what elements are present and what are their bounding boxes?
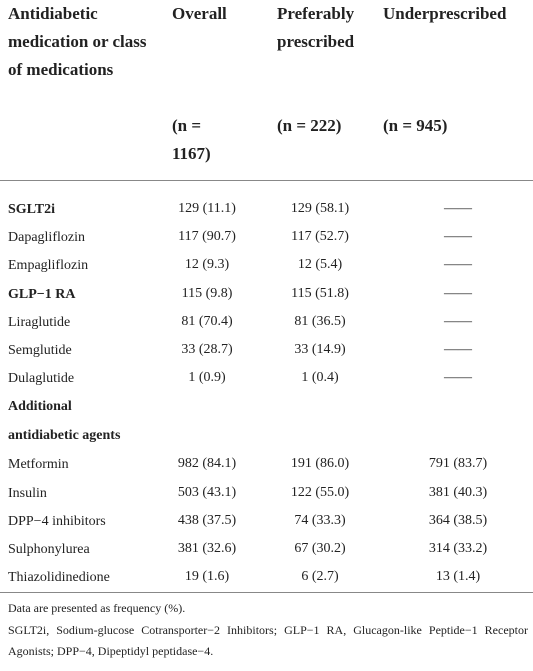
- cell-value: 503 (43.1): [177, 484, 237, 500]
- cell-value: 191 (86.0): [290, 456, 350, 472]
- cell-value: 13 (1.4): [435, 569, 481, 585]
- cell-value: ——: [444, 342, 472, 357]
- cell-value: 438 (37.5): [177, 512, 237, 528]
- row-label: Empagliflozin: [8, 258, 89, 274]
- cell-value: 381 (32.6): [177, 541, 237, 556]
- cell-value: 115 (9.8): [181, 285, 233, 301]
- column-header: Overall: [172, 4, 227, 23]
- cell-value: 33 (14.9): [294, 342, 346, 357]
- header-rule: [0, 180, 533, 181]
- cell-value: 791 (83.7): [428, 456, 488, 472]
- cell-value: 33 (28.7): [181, 342, 233, 357]
- cell-value: 122 (55.0): [290, 484, 350, 500]
- row-label: GLP−1 RA: [8, 286, 76, 302]
- cell-value: 81 (70.4): [181, 313, 233, 329]
- cell-value: 129 (58.1): [290, 201, 350, 216]
- cell-value: 314 (33.2): [428, 541, 488, 556]
- row-label: Sulphonylurea: [8, 542, 90, 557]
- cell-value: 81 (36.5): [294, 313, 346, 329]
- row-label: Additional antidiabetic agents: [8, 399, 121, 444]
- cell-value: 12 (5.4): [297, 257, 343, 273]
- cell-value: 117 (90.7): [178, 229, 236, 245]
- cell-value: 6 (2.7): [301, 569, 339, 585]
- cell-value: 117 (52.7): [291, 229, 349, 245]
- footnote: SGLT2i, Sodium-glucose Cotransporter−2 I…: [8, 623, 528, 658]
- cell-value: ——: [444, 229, 472, 245]
- footnote: Data are presented as frequency (%).: [8, 601, 186, 615]
- cell-value: 67 (30.2): [294, 541, 346, 556]
- row-label: Thiazolidinedione: [8, 570, 110, 586]
- cell-value: 1 (0.9): [188, 370, 226, 386]
- cell-value: 381 (40.3): [428, 484, 488, 500]
- column-header: Preferably prescribed: [277, 4, 355, 51]
- cell-value: ——: [444, 285, 472, 301]
- row-label: Metformin: [8, 457, 69, 473]
- sample-size: (n = 945): [383, 116, 448, 135]
- cell-value: 1 (0.4): [301, 370, 339, 386]
- row-label: Liraglutide: [8, 314, 71, 330]
- row-label: Semglutide: [8, 343, 72, 358]
- cell-value: 115 (51.8): [291, 285, 349, 301]
- cell-value: 12 (9.3): [184, 257, 230, 273]
- cell-value: ——: [444, 370, 472, 386]
- sample-size: (n = 1167): [172, 116, 211, 163]
- cell-value: ——: [444, 313, 472, 329]
- cell-value: 364 (38.5): [428, 512, 488, 528]
- row-label: SGLT2i: [8, 202, 55, 217]
- cell-value: 19 (1.6): [184, 569, 230, 585]
- column-header: Underprescribed: [383, 4, 507, 23]
- cell-value: 982 (84.1): [177, 456, 237, 472]
- sample-size: (n = 222): [277, 116, 342, 135]
- cell-value: ——: [444, 257, 472, 273]
- column-header: Antidiabetic medication or class of medi…: [8, 4, 147, 79]
- cell-value: 74 (33.3): [294, 512, 346, 528]
- row-label: Insulin: [8, 485, 47, 501]
- row-label: Dapagliflozin: [8, 230, 85, 246]
- row-label: Dulaglutide: [8, 371, 75, 387]
- cell-value: ——: [444, 201, 472, 216]
- row-label: DPP−4 inhibitors: [8, 513, 106, 529]
- cell-value: 129 (11.1): [178, 201, 236, 216]
- bottom-rule: [0, 592, 533, 593]
